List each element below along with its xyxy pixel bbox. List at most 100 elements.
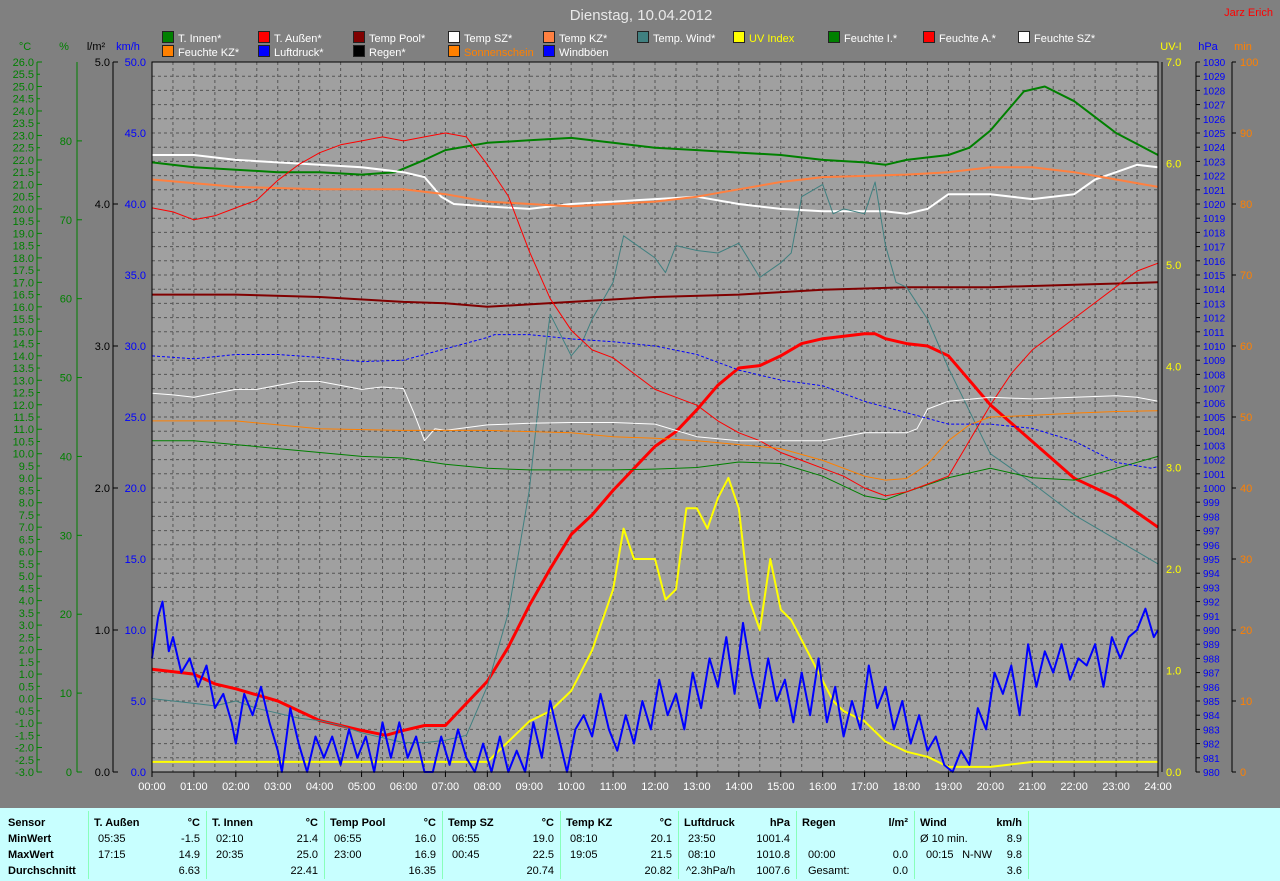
axis-tick-label-minutes: 10 — [1240, 696, 1252, 708]
axis-tick-label-percent: 10 — [60, 688, 72, 700]
axis-tick-label-time: 03:00 — [264, 781, 292, 793]
axis-tick-label-hpa: 988 — [1203, 654, 1220, 665]
axis-tick-label-celsius: 25.5 — [13, 69, 34, 81]
legend-item: T. Außen* — [258, 31, 322, 45]
legend-swatch — [353, 45, 365, 57]
axis-tick-label-celsius: 4.0 — [19, 596, 34, 608]
stats-column-unit: °C — [423, 817, 436, 829]
stats-max-time: 08:10 — [688, 849, 716, 861]
legend-swatch — [923, 31, 935, 43]
stats-separator — [678, 811, 679, 879]
axis-tick-label-hpa: 980 — [1203, 768, 1220, 779]
stats-separator — [914, 811, 915, 879]
stats-max-value: 21.5 — [650, 849, 672, 861]
stats-separator — [88, 811, 89, 879]
legend-item: Regen* — [353, 45, 406, 59]
axis-tick-label-minutes: 20 — [1240, 625, 1252, 637]
axis-tick-label-wind: 35.0 — [125, 270, 146, 282]
series-line-windböen — [151, 600, 1159, 773]
stats-max-time: 23:00 — [334, 849, 362, 861]
axis-tick-label-hpa: 1025 — [1203, 129, 1226, 140]
legend-label: Sonnenschein — [464, 47, 534, 59]
legend-item: Feuchte KZ* — [162, 45, 239, 59]
axis-tick-label-percent: 50 — [60, 373, 72, 385]
axis-tick-label-celsius: 15.5 — [13, 314, 34, 326]
axis-tick-label-celsius: 4.5 — [19, 583, 34, 595]
axis-tick-label-hpa: 1009 — [1203, 356, 1226, 367]
axis-tick-label-time: 05:00 — [348, 781, 376, 793]
series-line-luftdruck — [151, 334, 1159, 469]
axis-tick-label-uv: 2.0 — [1166, 564, 1181, 576]
axis-tick-label-rain: 1.0 — [95, 625, 110, 637]
axis-tick-label-hpa: 1020 — [1203, 200, 1226, 211]
legend-item: Windböen — [543, 45, 609, 59]
stats-column-header: T. Außen — [94, 817, 140, 829]
stats-min-time: 05:35 — [98, 833, 126, 845]
axis-tick-label-time: 13:00 — [683, 781, 711, 793]
axis-unit-uv: UV-I — [1160, 41, 1181, 53]
legend-item: Luftdruck* — [258, 45, 324, 59]
axis-tick-label-rain: 4.0 — [95, 199, 110, 211]
axis-tick-label-celsius: 26.0 — [13, 57, 34, 69]
legend-label: Feuchte A.* — [939, 33, 996, 45]
stats-column-unit: °C — [187, 817, 200, 829]
stats-column-unit: hPa — [769, 817, 790, 829]
axis-tick-label-hpa: 984 — [1203, 711, 1220, 722]
axis-unit-rain: l/m² — [87, 41, 106, 53]
chart-title: Dienstag, 10.04.2012 — [570, 7, 713, 24]
axis-tick-label-celsius: 11.0 — [13, 424, 34, 436]
stats-avg-value: 1007.6 — [756, 865, 790, 877]
axis-tick-label-celsius: 16.5 — [13, 290, 34, 302]
axis-unit-wind: km/h — [116, 41, 140, 53]
axis-tick-label-time: 04:00 — [306, 781, 334, 793]
axis-tick-label-celsius: 23.0 — [13, 130, 34, 142]
axis-tick-label-hpa: 990 — [1203, 626, 1220, 637]
axis-tick-label-hpa: 1024 — [1203, 143, 1226, 154]
axis-tick-label-celsius: 19.5 — [13, 216, 34, 228]
stats-min-value: 16.0 — [414, 833, 436, 845]
legend-label: Temp Pool* — [369, 33, 426, 45]
grid-lines — [152, 62, 1158, 772]
axis-tick-label-celsius: 0.5 — [19, 681, 34, 693]
row-label-min: MinWert — [8, 833, 52, 845]
axis-tick-label-celsius: 1.0 — [19, 669, 34, 681]
legend-item: Feuchte I.* — [828, 31, 897, 45]
axis-tick-label-celsius: 5.5 — [19, 559, 34, 571]
axis-tick-label-hpa: 1017 — [1203, 243, 1226, 254]
axis-tick-label-time: 02:00 — [222, 781, 250, 793]
axis-tick-label-hpa: 1022 — [1203, 172, 1226, 183]
axis-tick-label-time: 00:00 — [138, 781, 166, 793]
legend-item: Feuchte SZ* — [1018, 31, 1095, 45]
axis-tick-label-celsius: 3.5 — [19, 608, 34, 620]
axis-tick-label-wind: 30.0 — [125, 341, 146, 353]
axis-tick-label-time: 15:00 — [767, 781, 795, 793]
stats-max-value: 14.9 — [178, 849, 200, 861]
axis-tick-label-uv: 1.0 — [1166, 666, 1181, 678]
axis-tick-label-hpa: 1002 — [1203, 456, 1226, 467]
stats-column-header: T. Innen — [212, 817, 253, 829]
axis-tick-label-celsius: -0.5 — [15, 706, 34, 718]
axis-tick-label-time: 17:00 — [851, 781, 879, 793]
series-line-feuchte-kz — [152, 410, 1159, 481]
axis-unit-minutes: min — [1234, 41, 1252, 53]
axis-tick-label-hpa: 995 — [1203, 555, 1220, 566]
stats-max-time: 19:05 — [570, 849, 598, 861]
axis-tick-label-hpa: 993 — [1203, 583, 1220, 594]
stats-separator — [560, 811, 561, 879]
legend-label: Temp. Wind* — [653, 33, 716, 45]
axis-tick-label-celsius: 5.0 — [19, 571, 34, 583]
stats-max-value: 0.0 — [892, 849, 908, 861]
data-series — [151, 85, 1159, 773]
axis-tick-label-celsius: 3.0 — [19, 620, 34, 632]
stats-avg-value: 6.63 — [178, 865, 200, 877]
axis-tick-label-celsius: 11.5 — [13, 412, 34, 424]
axis-tick-label-celsius: 24.5 — [13, 94, 34, 106]
stats-avg-value: 22.41 — [290, 865, 318, 877]
axis-tick-label-celsius: 13.5 — [13, 363, 34, 375]
legend-item: T. Innen* — [162, 31, 221, 45]
axis-tick-label-minutes: 30 — [1240, 554, 1252, 566]
axis-tick-label-hpa: 996 — [1203, 541, 1220, 552]
stats-column-header: Regen — [802, 817, 836, 829]
axis-tick-label-hpa: 1028 — [1203, 86, 1226, 97]
axis-tick-label-percent: 60 — [60, 294, 72, 306]
